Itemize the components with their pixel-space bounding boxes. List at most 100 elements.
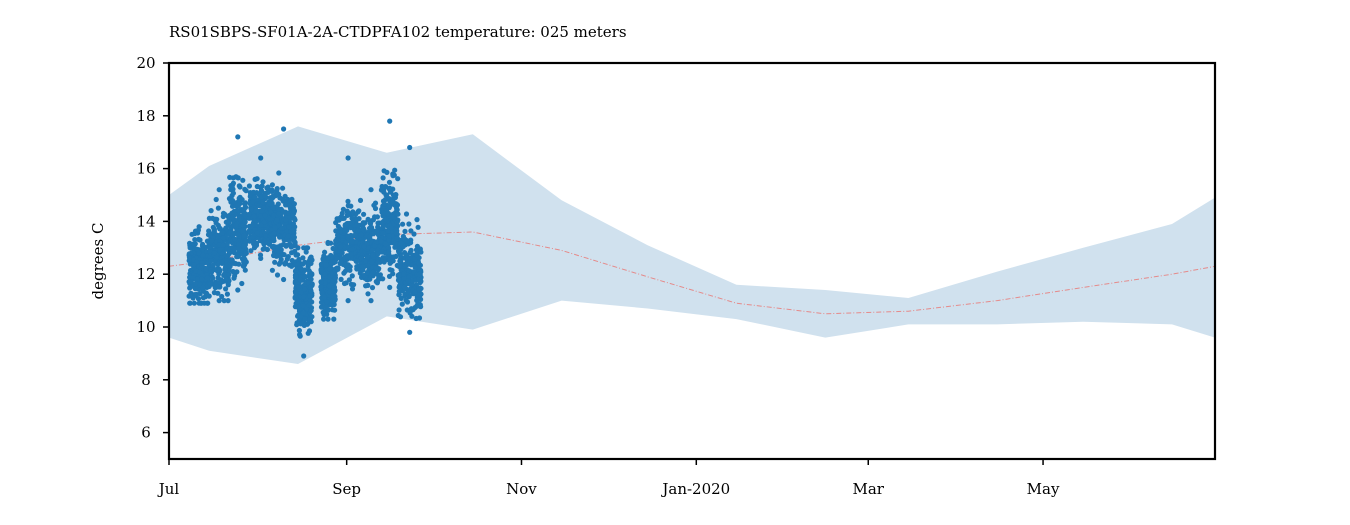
data-point: [418, 249, 424, 255]
data-point: [241, 211, 247, 217]
data-point: [191, 262, 197, 268]
y-tick-label: 18: [136, 107, 155, 125]
data-point: [274, 217, 280, 223]
data-point: [270, 193, 276, 199]
data-point: [296, 327, 302, 334]
data-point: [385, 210, 392, 217]
data-point: [295, 245, 301, 251]
data-point: [240, 263, 246, 269]
data-point: [404, 260, 410, 266]
data-points-layer: [186, 118, 424, 359]
data-point: [386, 249, 392, 255]
data-point: [395, 176, 401, 182]
data-point: [258, 255, 264, 261]
data-point: [229, 257, 235, 263]
data-point: [381, 168, 387, 174]
data-point: [276, 170, 282, 176]
data-point: [210, 224, 216, 230]
data-point: [295, 304, 301, 310]
data-point: [400, 221, 406, 227]
data-point: [266, 201, 272, 207]
data-point: [196, 236, 202, 242]
data-point: [386, 179, 393, 185]
data-point: [352, 232, 358, 238]
data-point: [300, 255, 306, 261]
data-point: [385, 228, 391, 234]
data-point: [308, 307, 314, 314]
data-point: [307, 293, 313, 299]
y-tick-label: 8: [141, 371, 151, 389]
data-point: [253, 208, 259, 214]
data-point: [274, 186, 280, 192]
data-point: [404, 238, 410, 244]
data-point: [320, 309, 326, 315]
data-point: [217, 267, 223, 273]
data-point: [318, 261, 324, 267]
data-point: [324, 299, 330, 305]
data-point: [415, 224, 421, 230]
data-point: [414, 297, 420, 303]
data-point: [275, 201, 281, 207]
data-point: [262, 193, 268, 199]
plot-frame: [167, 61, 1217, 461]
data-point: [260, 179, 266, 185]
data-point: [188, 279, 194, 285]
data-point: [329, 298, 336, 304]
data-point: [372, 205, 379, 212]
data-point: [242, 201, 248, 207]
data-point: [295, 261, 301, 267]
data-point: [325, 255, 331, 261]
data-point: [258, 222, 264, 228]
data-point: [387, 284, 393, 290]
data-point: [220, 235, 226, 241]
data-point: [209, 269, 215, 275]
data-point: [390, 254, 396, 260]
data-point: [398, 240, 404, 246]
data-point: [301, 353, 307, 359]
data-point: [345, 262, 351, 268]
data-point: [224, 253, 230, 259]
data-point: [352, 216, 358, 222]
data-point: [383, 241, 389, 247]
data-point: [396, 288, 402, 294]
data-point: [401, 284, 408, 290]
y-tick-label: 6: [141, 424, 151, 442]
data-point: [200, 252, 206, 258]
data-point: [396, 307, 402, 313]
chart-title: RS01SBPS-SF01A-2A-CTDPFA102 temperature:…: [169, 23, 627, 41]
data-point: [375, 255, 381, 262]
data-point: [412, 289, 418, 295]
data-point: [297, 276, 303, 283]
data-point: [210, 262, 216, 268]
data-point: [187, 300, 193, 306]
data-point: [345, 233, 351, 239]
data-point: [369, 259, 375, 265]
data-point: [298, 266, 304, 272]
data-point: [281, 126, 287, 132]
data-point: [291, 208, 297, 214]
data-point: [412, 256, 418, 262]
data-point: [380, 175, 386, 181]
data-point: [276, 211, 282, 217]
data-point: [258, 155, 264, 161]
data-point: [354, 222, 360, 228]
data-point: [257, 237, 263, 244]
data-point: [360, 220, 366, 226]
data-point: [298, 289, 304, 295]
data-point: [381, 201, 387, 207]
data-point: [332, 275, 338, 281]
data-point: [399, 301, 405, 307]
data-point: [208, 258, 214, 264]
data-point: [242, 219, 248, 225]
data-point: [234, 269, 240, 275]
data-point: [321, 316, 327, 322]
data-point: [262, 213, 268, 219]
data-point: [348, 251, 354, 257]
data-point: [383, 217, 389, 223]
data-point: [330, 293, 336, 299]
data-point: [215, 290, 221, 296]
data-point: [318, 304, 325, 310]
data-point: [349, 273, 355, 279]
data-point: [220, 242, 226, 248]
data-point: [394, 211, 400, 217]
